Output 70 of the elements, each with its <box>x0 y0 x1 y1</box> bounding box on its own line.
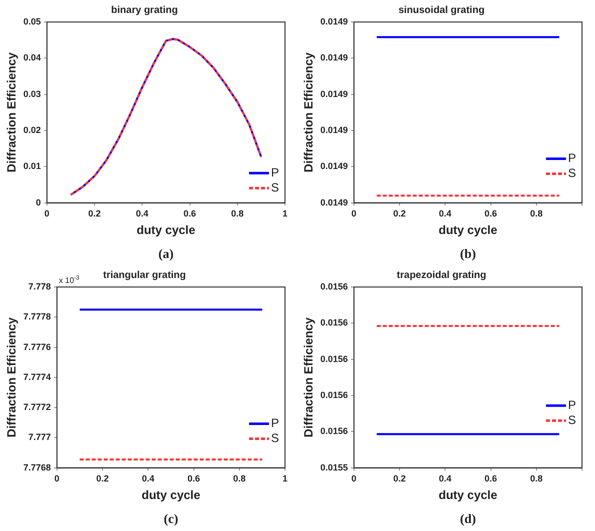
x-axis-title: duty cycle <box>438 488 498 502</box>
y-tick-label: 0.01 <box>23 161 41 172</box>
y-tick-label: 0.02 <box>23 124 41 135</box>
y-tick-label: 7.7768 <box>23 462 51 472</box>
y-axis-title: Diffraction Efficiency <box>302 52 316 172</box>
text: (d) <box>460 510 476 526</box>
y-tick-label: 0.0149 <box>320 124 348 135</box>
x-tick-label: 0 <box>351 474 356 484</box>
chart-title: binary grating <box>111 4 178 16</box>
chart-title: triangular grating <box>103 270 186 281</box>
text: (c) <box>164 510 178 526</box>
x-tick-label: 0.6 <box>484 474 498 484</box>
legend-label: P <box>568 151 576 166</box>
x-tick-label: 0 <box>351 208 356 219</box>
y-tick-label: 7.778 <box>28 281 51 292</box>
y-axis-title: Diffraction Efficiency <box>302 317 316 438</box>
y-tick-label: 0.0156 <box>320 318 348 328</box>
x-tick-label: 0.8 <box>231 208 244 219</box>
x-axis-title: duty cycle <box>136 223 196 238</box>
y-tick-label: 0.0149 <box>320 88 348 99</box>
x-tick-label: 0.4 <box>142 474 154 484</box>
legend-label: S <box>271 180 280 194</box>
y-tick-label: 0.0156 <box>320 354 348 364</box>
y-tick-label: 7.7778 <box>23 312 51 322</box>
y-tick-label: 0.0155 <box>320 462 348 472</box>
x-tick-label: 1 <box>282 208 288 219</box>
x-tick-label: 0.6 <box>184 208 196 219</box>
chart-title: trapezoidal grating <box>396 270 486 281</box>
x-tick-label: 0 <box>54 474 60 484</box>
x-axis-title: duty cycle <box>438 223 498 238</box>
y-tick-label: 0.04 <box>23 52 41 63</box>
text: (b) <box>460 246 476 261</box>
y-tick-label: 0.0149 <box>320 197 348 208</box>
legend-label: S <box>568 412 576 427</box>
y-tick-label: 7.7776 <box>23 342 51 352</box>
x-tick-label: 0.4 <box>438 474 452 484</box>
y-tick-label: 7.7772 <box>23 402 51 412</box>
x-tick-label: 0.2 <box>393 208 406 219</box>
y-tick-label: 7.777 <box>28 432 51 442</box>
y-tick-label: 0.0149 <box>320 16 348 26</box>
y-tick-label: 0.0156 <box>320 281 348 292</box>
x-tick-label: 0.6 <box>188 474 200 484</box>
x-tick-label: 0.8 <box>530 208 543 219</box>
legend-label: S <box>271 431 280 446</box>
chart-title: sinusoidal grating <box>398 4 485 16</box>
x-axis-title: duty cycle <box>142 488 201 502</box>
x-tick-label: 0.8 <box>233 474 246 484</box>
x-tick-label: 1 <box>282 474 288 484</box>
x-tick-label: 0.8 <box>530 474 543 484</box>
legend-label: P <box>271 165 280 180</box>
x-tick-label: 0.2 <box>88 208 101 219</box>
y-tick-label: 7.7774 <box>23 372 51 382</box>
x-tick-label: 0.4 <box>136 208 148 219</box>
legend-label: P <box>271 416 280 430</box>
y-tick-label: 0.0156 <box>320 426 348 436</box>
y-tick-label: 0.0149 <box>320 161 348 172</box>
legend-label: S <box>568 166 576 180</box>
text: (a) <box>158 246 174 261</box>
y-tick-label: 0.0149 <box>320 52 348 63</box>
y-tick-label: 0.0156 <box>320 390 348 400</box>
y-tick-label: 0 <box>36 197 41 208</box>
y-axis-title: Diffraction Efficiency <box>4 52 19 172</box>
y-tick-label: 0.03 <box>23 88 41 99</box>
legend-label: P <box>568 398 576 412</box>
y-axis-title: Diffraction Efficiency <box>4 317 19 438</box>
x-tick-label: 0.2 <box>393 474 406 484</box>
x-tick-label: 0.6 <box>484 208 498 219</box>
y-tick-label: 0.05 <box>23 16 41 26</box>
x-tick-label: 0.4 <box>438 208 452 219</box>
x-tick-label: 0.2 <box>96 474 109 484</box>
